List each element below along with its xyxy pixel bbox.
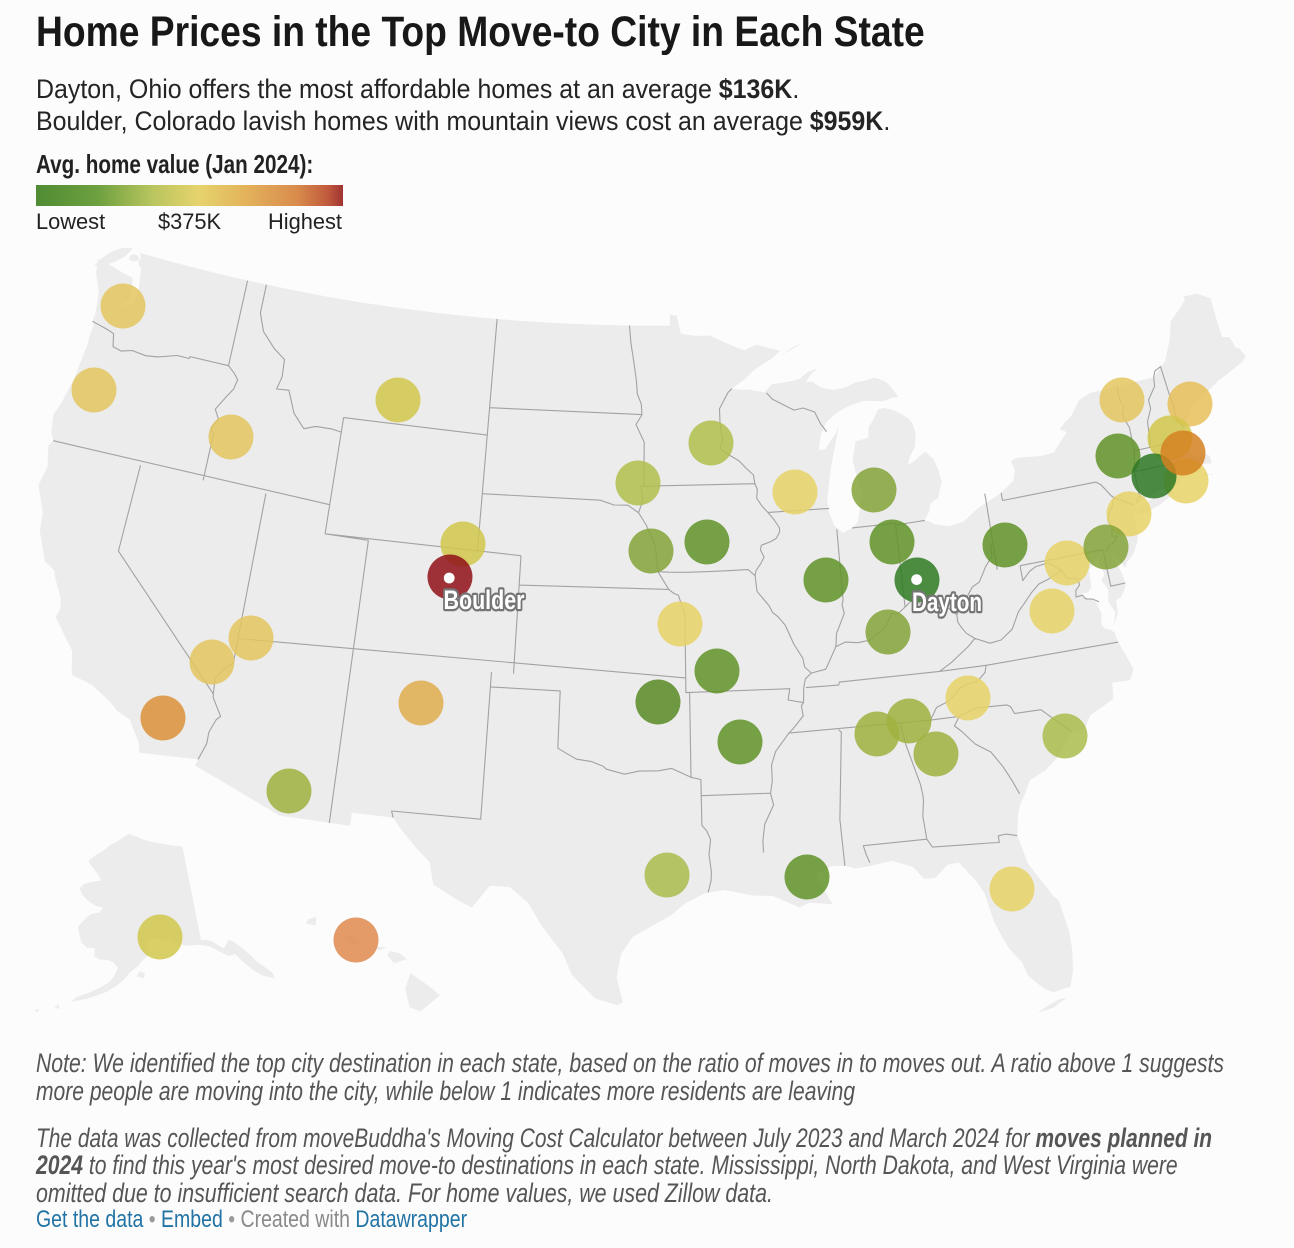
svg-text:Dayton: Dayton — [912, 587, 982, 617]
svg-text:Boulder: Boulder — [444, 585, 525, 615]
